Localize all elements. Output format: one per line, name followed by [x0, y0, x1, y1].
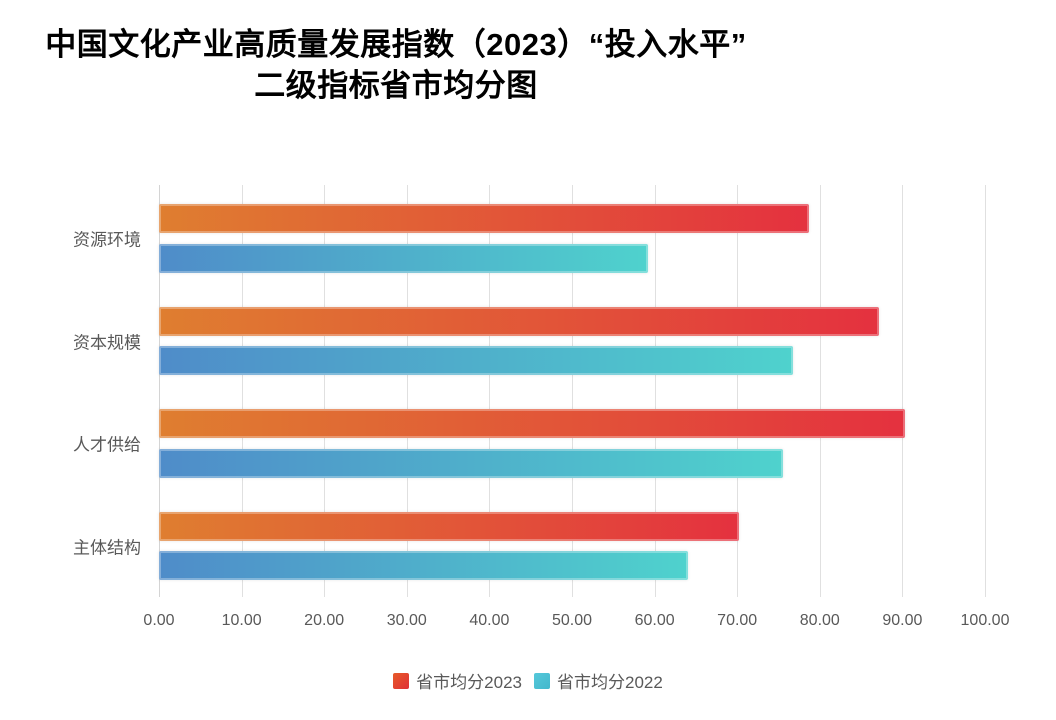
legend: 省市均分2023 省市均分2022 [0, 668, 1056, 693]
x-tick-label-50.00: 50.00 [551, 612, 593, 629]
legend-swatch-2023 [393, 672, 410, 689]
gridline-50.00 [572, 185, 573, 597]
x-tick-label-80.00: 80.00 [799, 612, 840, 629]
gridline-60.00 [654, 185, 656, 597]
legend-label-2023: 省市均分2023 [416, 673, 522, 692]
bar-资源环境-省市均分2023 [159, 204, 810, 233]
x-axis: 0.00 10.00 20.00 30.00 40.00 50.00 60.00 70.00 8… [143, 612, 1009, 636]
gridline-70.00 [737, 185, 739, 597]
gridline-0.00 [159, 185, 160, 597]
bar-人才供给-省市均分2022 [159, 448, 783, 478]
bar-资源环境-省市均分2022 [159, 243, 648, 273]
gridline-10.00 [241, 185, 243, 597]
x-tick-label-60.00: 60.00 [634, 612, 675, 629]
plot-area [159, 185, 986, 597]
category-axis: 资源环境资本规模人才供给主体结构 [0, 185, 145, 590]
x-tick-label-100.00: 100.00 [960, 612, 1010, 629]
gridline-20.00 [324, 185, 326, 597]
bar-人才供给-省市均分2023 [159, 409, 905, 438]
x-tick-label-30.00: 30.00 [386, 612, 427, 629]
category-label-主体结构: 主体结构 [73, 538, 141, 558]
x-tick-label-40.00: 40.00 [469, 612, 510, 629]
category-label-资源环境: 资源环境 [73, 230, 141, 250]
gridline-40.00 [489, 185, 491, 597]
legend-item-2023: 省市均分2023 [393, 668, 522, 693]
bar-主体结构-省市均分2023 [159, 511, 739, 541]
bar-资本规模-省市均分2022 [159, 346, 793, 375]
x-tick-label-0.00: 0.00 [143, 612, 175, 629]
gridline-90.00 [902, 185, 904, 597]
chart-title-line1: 中国文化产业高质量发展指数（2023）“投入水平” [45, 27, 747, 62]
x-tick-label-70.00: 70.00 [717, 612, 758, 629]
gridline-80.00 [819, 185, 821, 597]
gridline-100.00 [985, 185, 986, 597]
legend-label-2022: 省市均分2022 [557, 673, 663, 692]
legend-swatch-2022 [534, 672, 550, 689]
x-tick-label-20.00: 20.00 [304, 612, 345, 629]
x-tick-label-90.00: 90.00 [882, 612, 923, 629]
chart-title: 中国文化产业高质量发展指数（2023）“投入水平” 二级指标省市均分图 [0, 24, 792, 106]
bar-资本规模-省市均分2023 [159, 306, 880, 336]
category-label-人才供给: 人才供给 [73, 435, 141, 455]
legend-item-2022: 省市均分2022 [534, 668, 663, 693]
x-tick-label-10.00: 10.00 [221, 612, 262, 629]
category-label-资本规模: 资本规模 [73, 333, 141, 353]
gridline-30.00 [406, 185, 408, 597]
chart-title-line2: 二级指标省市均分图 [254, 68, 538, 103]
bar-主体结构-省市均分2022 [159, 551, 688, 580]
